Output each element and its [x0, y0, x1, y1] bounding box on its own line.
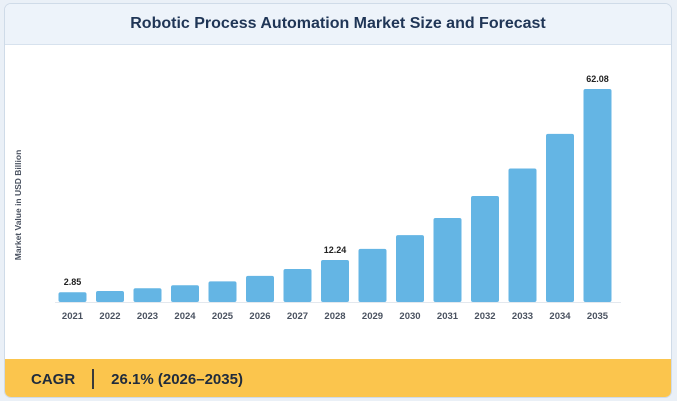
- x-tick-label: 2024: [174, 311, 196, 322]
- bar-2033: [508, 168, 537, 302]
- chart-card: Robotic Process Automation Market Size a…: [4, 3, 672, 398]
- data-label: 12.24: [324, 245, 347, 255]
- bar-2028: [321, 260, 349, 302]
- x-tick-label: 2035: [587, 311, 609, 322]
- x-tick-label: 2027: [287, 311, 308, 322]
- bar-chart: 2021 2.85 2022 2023 2024 2025 2026 2027 2028 12.2…: [55, 74, 621, 322]
- bar-2027: [283, 269, 312, 302]
- bar-2034: [546, 133, 574, 302]
- bar-2022: [96, 291, 124, 302]
- bar-2030: [396, 235, 424, 302]
- x-tick-label: 2022: [99, 311, 120, 322]
- bar-2025: [208, 281, 237, 302]
- chart-title: Robotic Process Automation Market Size a…: [130, 15, 546, 32]
- x-tick-label: 2028: [324, 311, 345, 322]
- cagr-label: CAGR: [31, 370, 76, 388]
- bar-2021: [58, 292, 87, 302]
- x-tick-label: 2023: [137, 311, 158, 322]
- x-tick-label: 2025: [212, 311, 234, 322]
- cagr-value: 26.1% (2026–2035): [111, 370, 243, 388]
- data-label: 2.85: [64, 277, 82, 287]
- bar-2026: [246, 275, 274, 302]
- x-tick-label: 2034: [549, 311, 571, 322]
- x-tick-label: 2032: [474, 311, 495, 322]
- cagr-banner: CAGR 26.1% (2026–2035): [5, 359, 671, 397]
- bar-2029: [358, 248, 387, 302]
- x-tick-label: 2026: [249, 311, 270, 322]
- cagr-divider: [92, 369, 95, 389]
- bar-2032: [471, 195, 499, 302]
- bar-2035: [583, 89, 612, 302]
- bar-2024: [171, 285, 199, 302]
- data-label: 62.08: [586, 74, 609, 84]
- chart-header: Robotic Process Automation Market Size a…: [5, 4, 671, 45]
- bar-2023: [133, 288, 162, 302]
- x-tick-label: 2029: [362, 311, 383, 322]
- x-tick-label: 2030: [399, 311, 420, 322]
- x-tick-label: 2031: [437, 311, 459, 322]
- bar-2031: [433, 217, 462, 302]
- x-tick-label: 2021: [62, 311, 84, 322]
- x-tick-label: 2033: [512, 311, 533, 322]
